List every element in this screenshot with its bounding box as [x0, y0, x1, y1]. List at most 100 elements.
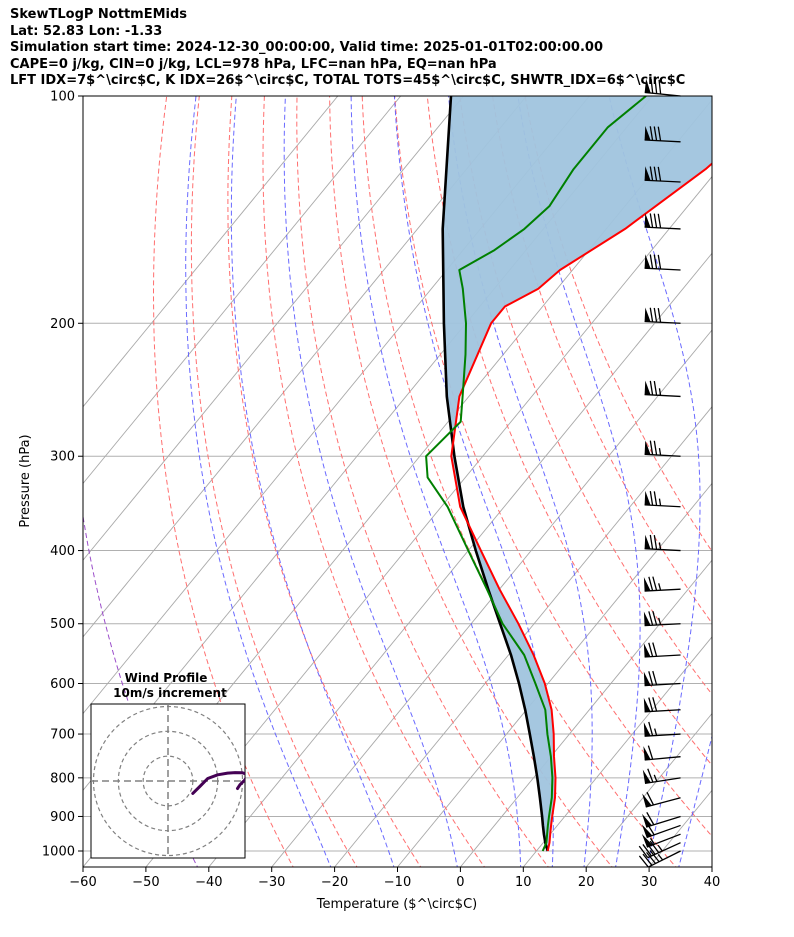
barb-feather: [649, 850, 660, 863]
barb-staff: [645, 815, 681, 828]
barb-feather: [648, 671, 654, 686]
y-tick-label: 1000: [42, 845, 75, 860]
x-tick-label: −20: [321, 875, 348, 890]
barb-feather: [647, 745, 654, 760]
barb-feather: [653, 213, 658, 228]
barb-half-feather: [658, 498, 662, 506]
barb-feather: [657, 166, 662, 182]
barb-feather: [647, 768, 654, 783]
isotherm: [271, 329, 712, 867]
title-indices: LFT IDX=7$^\circ$C, K IDX=26$^\circ$C, T…: [10, 73, 686, 88]
dry-adiabat: [394, 96, 712, 837]
wind-barb: [643, 721, 681, 737]
wind-barb: [643, 670, 681, 687]
barb-flag: [642, 793, 652, 807]
barb-staff: [645, 797, 681, 808]
barb-feather: [646, 791, 655, 806]
wind-barb: [642, 791, 681, 808]
barb-feather: [642, 853, 653, 866]
barb-staff: [644, 654, 681, 658]
barb-flag: [643, 577, 651, 592]
barb-feather: [653, 380, 658, 396]
barb-flag: [644, 254, 651, 269]
barb-flag: [644, 490, 651, 506]
barb-flag: [642, 769, 651, 784]
wind-barb: [644, 126, 681, 143]
barb-feather: [653, 166, 658, 181]
barb-flag: [643, 643, 651, 657]
dry-adiabat: [491, 96, 712, 625]
barb-feather: [649, 254, 654, 269]
wind-profile-inset: Wind Profile 10m/s increment: [90, 671, 246, 859]
dry-adiabat: [329, 96, 613, 867]
wind-barb: [644, 440, 681, 457]
dry-adiabat: [262, 96, 486, 867]
title-latlon: Lat: 52.83 Lon: -1.33: [10, 23, 163, 39]
barb-flag: [643, 746, 651, 760]
barb-feather: [650, 78, 654, 94]
barb-staff: [644, 777, 681, 785]
barb-feather: [657, 213, 662, 229]
isotherm: [83, 96, 527, 638]
barb-feather: [649, 440, 654, 455]
barb-flag: [644, 126, 651, 141]
barb-flag: [644, 440, 651, 455]
barb-feather: [649, 126, 654, 141]
wind-barb: [644, 490, 681, 508]
barb-half-feather: [658, 542, 662, 550]
barb-feather: [649, 534, 654, 550]
figure-titles: SkewTLogP NottmEMids Lat: 52.83 Lon: -1.…: [10, 7, 685, 90]
x-tick-label: 0: [456, 875, 464, 890]
moist-adiabat: [517, 96, 641, 867]
barb-feather: [648, 576, 654, 591]
moist-adiabat: [283, 96, 458, 867]
y-tick-label: 500: [50, 617, 75, 632]
x-tick-label: −60: [69, 875, 96, 890]
barb-flag: [644, 307, 651, 322]
barb-staff: [644, 453, 681, 457]
barb-feather: [648, 642, 654, 657]
barb-feather: [648, 611, 654, 626]
barb-half-feather: [657, 844, 663, 852]
x-tick-label: 20: [578, 875, 595, 890]
moist-adiabat: [185, 96, 332, 867]
plot-area: [83, 96, 712, 867]
barb-flag: [644, 166, 651, 181]
dry-adiabat: [459, 96, 712, 696]
wind-barb: [644, 166, 681, 183]
wind-barb: [644, 307, 681, 324]
cin-shading: [442, 96, 712, 851]
barb-flag: [644, 78, 651, 93]
moist-adiabat: [350, 96, 522, 867]
y-tick-label: 400: [50, 544, 75, 559]
barb-staff: [646, 824, 681, 839]
isotherm: [585, 712, 712, 867]
x-tick-label: −50: [132, 875, 159, 890]
barb-feather: [652, 610, 658, 626]
barb-flag: [644, 213, 651, 228]
barb-half-feather: [654, 728, 658, 736]
y-tick-label: 700: [50, 728, 75, 743]
title-times: Simulation start time: 2024-12-30_00:00:…: [10, 40, 603, 55]
inset-title-1: Wind Profile: [125, 671, 208, 685]
title-cape: CAPE=0 j/kg, CIN=0 j/kg, LCL=978 hPa, LF…: [10, 56, 497, 72]
wind-barb: [642, 768, 681, 785]
wind-barb: [643, 697, 681, 713]
wind-barb: [642, 811, 681, 828]
isotherm: [397, 482, 712, 867]
barb-staff: [644, 588, 681, 592]
wind-barb: [641, 833, 681, 848]
x-tick-label: 30: [641, 875, 658, 890]
barb-flag: [643, 671, 651, 686]
barb-staff: [644, 393, 681, 398]
y-tick-label: 100: [50, 90, 75, 105]
barb-feather: [638, 855, 649, 868]
barb-flag: [641, 824, 653, 838]
barb-feather: [654, 79, 658, 94]
barb-feather: [638, 845, 649, 858]
isotherm: [83, 96, 402, 485]
barb-feather: [652, 576, 658, 591]
barb-feather: [648, 697, 654, 712]
wind-barb: [644, 78, 681, 97]
